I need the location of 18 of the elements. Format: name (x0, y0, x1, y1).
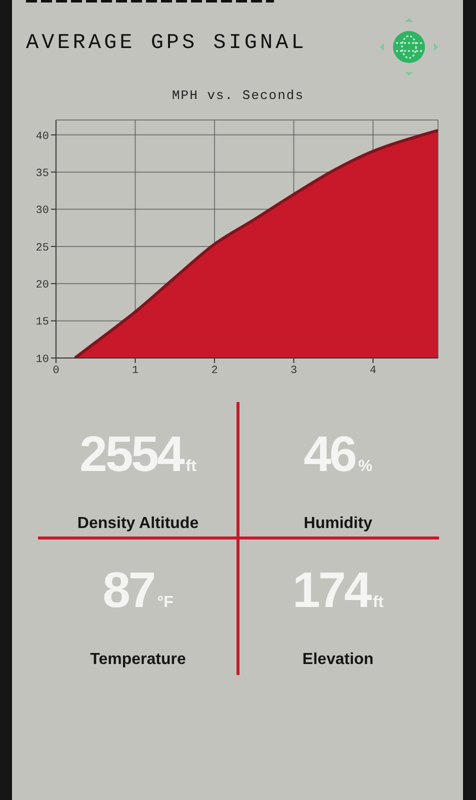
category-label: Temperature (89, 651, 187, 669)
x-tick-label: 4 (370, 364, 377, 377)
category-label: Elevation (301, 651, 375, 669)
y-tick-label: 40 (36, 130, 49, 143)
y-tick-label: 20 (36, 280, 49, 292)
category-label: Density Altitude (76, 515, 200, 533)
y-tick-label: 30 (36, 205, 49, 218)
x-tick-label: 3 (290, 364, 298, 377)
y-tick-label: 25 (36, 242, 49, 254)
y-tick-label: 15 (36, 316, 49, 329)
chart-subtitle: MPH vs. Seconds (170, 88, 306, 103)
y-tick-label: 35 (36, 168, 49, 180)
category-label: Humidity (302, 515, 374, 533)
x-tick-label: 2 (211, 364, 218, 377)
chart-title: AVERAGE GPS SIGNAL (26, 32, 307, 55)
x-tick-label: 1 (132, 364, 139, 377)
y-tick-label: 10 (36, 354, 49, 366)
x-tick-label: 0 (52, 364, 60, 377)
